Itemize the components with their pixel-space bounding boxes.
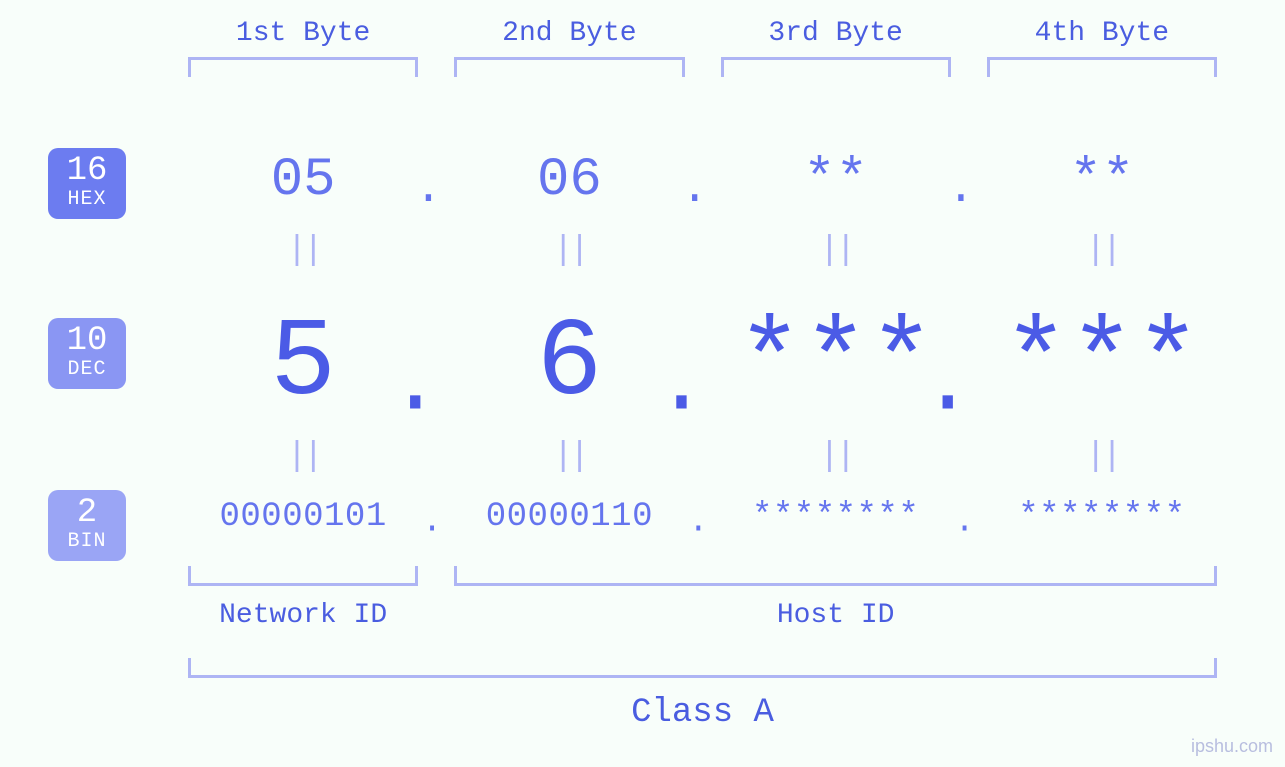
base-badge-bin: 2 BIN [48,490,126,561]
dec-value-4: *** [1003,302,1201,427]
byte-header-col-2: 2nd Byte [436,18,702,77]
byte-bracket-2 [454,57,684,77]
base-label-dec: DEC [48,358,126,381]
dec-dot-3: . [921,334,975,436]
hex-value-3: ** [803,150,868,211]
bin-value-2: 00000110 [486,498,653,536]
dec-cell-3: *** . [703,310,969,420]
equals-1-2: || [553,232,586,270]
byte-label-1: 1st Byte [170,18,436,49]
hex-value-2: 06 [537,150,602,211]
hex-cell-1: 05 . [170,150,436,211]
byte-bracket-3 [721,57,951,77]
bin-value-3: ******** [752,498,919,536]
bin-cell-4: ******** [969,498,1235,536]
base-badge-hex: 16 HEX [48,148,126,219]
bin-cell-1: 00000101 . [170,498,436,536]
byte-label-3: 3rd Byte [703,18,969,49]
equals-2-3: || [819,438,852,476]
byte-header-col-1: 1st Byte [170,18,436,77]
byte-label-2: 2nd Byte [436,18,702,49]
base-badge-dec: 10 DEC [48,318,126,389]
network-bracket [188,566,418,586]
equals-2-1: || [287,438,320,476]
base-label-bin: BIN [48,530,126,553]
dec-dot-1: . [388,334,442,436]
dec-row: 5 . 6 . *** . *** [170,310,1235,420]
dec-cell-4: *** [969,310,1235,420]
hex-cell-2: 06 . [436,150,702,211]
byte-header-col-3: 3rd Byte [703,18,969,77]
byte-bracket-4 [987,57,1217,77]
class-label: Class A [170,694,1235,732]
watermark: ipshu.com [1191,736,1273,757]
equals-2-4: || [1085,438,1118,476]
byte-headers: 1st Byte 2nd Byte 3rd Byte 4th Byte [170,18,1235,77]
dec-cell-1: 5 . [170,310,436,420]
bin-row: 00000101 . 00000110 . ******** . *******… [170,498,1235,536]
bin-value-1: 00000101 [220,498,387,536]
dec-value-1: 5 [270,302,336,427]
base-num-dec: 10 [48,324,126,358]
class-bracket [188,658,1217,678]
dec-value-2: 6 [536,302,602,427]
byte-label-4: 4th Byte [969,18,1235,49]
network-id-label: Network ID [170,600,436,631]
byte-bracket-1 [188,57,418,77]
host-bracket [454,566,1217,586]
base-num-bin: 2 [48,496,126,530]
equals-row-2: || || || || [170,438,1235,476]
bin-value-4: ******** [1018,498,1185,536]
equals-2-2: || [553,438,586,476]
hex-cell-4: ** [969,150,1235,211]
base-label-hex: HEX [48,188,126,211]
hex-row: 05 . 06 . ** . ** [170,150,1235,211]
equals-row-1: || || || || [170,232,1235,270]
base-num-hex: 16 [48,154,126,188]
host-id-label: Host ID [436,600,1235,631]
dec-dot-2: . [654,334,708,436]
equals-1-1: || [287,232,320,270]
hex-value-1: 05 [271,150,336,211]
hex-cell-3: ** . [703,150,969,211]
net-host-labels: Network ID Host ID [170,600,1235,631]
bin-cell-3: ******** . [703,498,969,536]
byte-header-col-4: 4th Byte [969,18,1235,77]
net-host-brackets [170,566,1235,586]
dec-cell-2: 6 . [436,310,702,420]
hex-value-4: ** [1069,150,1134,211]
dec-value-3: *** [737,302,935,427]
equals-1-3: || [819,232,852,270]
equals-1-4: || [1085,232,1118,270]
bin-cell-2: 00000110 . [436,498,702,536]
